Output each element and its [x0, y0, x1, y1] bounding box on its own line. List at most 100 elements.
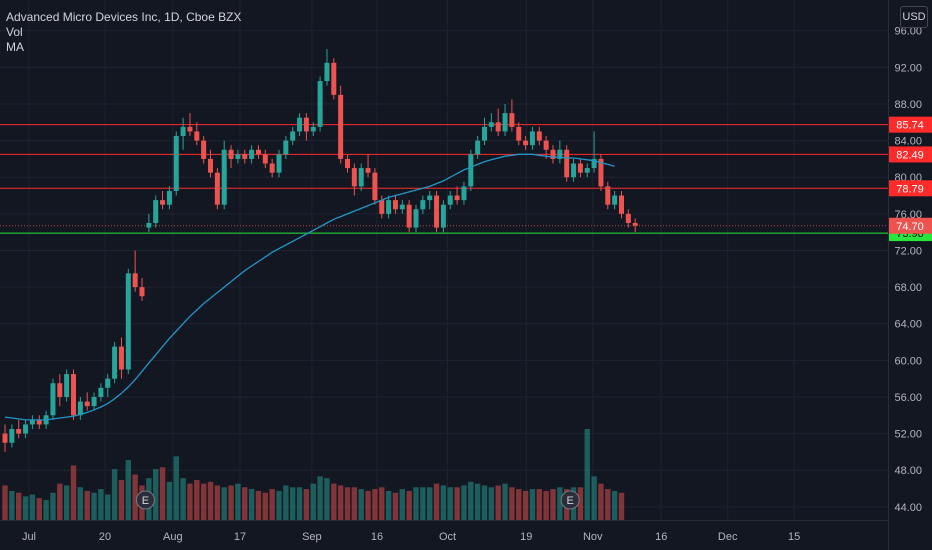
volume-bar [235, 483, 241, 520]
candle-body [249, 149, 255, 159]
candle-body [112, 346, 118, 379]
volume-bar [98, 489, 104, 520]
ma-indicator-label[interactable]: MA [6, 40, 24, 54]
earnings-marker-label: E [566, 495, 573, 507]
volume-bar [166, 481, 173, 520]
volume-bar [317, 476, 323, 520]
candle-body [228, 149, 234, 159]
time-tick-label: 19 [520, 531, 532, 543]
earnings-marker-circle [135, 490, 155, 510]
candle-body [132, 273, 138, 288]
moving-average-line [4, 153, 615, 421]
volume-bar [84, 490, 90, 520]
candle-body [187, 126, 193, 132]
price-tick-label: 44.00 [894, 502, 922, 514]
volume-bar [310, 483, 316, 520]
volume-bar [303, 489, 310, 520]
volume-bar [406, 490, 412, 520]
candle-body [529, 131, 535, 146]
volume-bar [584, 429, 590, 520]
candle-body [543, 140, 549, 150]
candle-body [118, 346, 124, 370]
volume-bar [214, 485, 221, 520]
volume-bar [228, 485, 234, 520]
candle-body [208, 158, 213, 173]
candle-body [2, 433, 8, 443]
candle-body [516, 126, 522, 141]
price-tick-label: 96.00 [894, 26, 922, 38]
candle-body [16, 429, 22, 434]
volume-bar [461, 485, 467, 520]
volume-bar [577, 487, 584, 520]
price-tag-bg [889, 217, 932, 234]
volume-bar [522, 490, 529, 520]
candle-body [358, 168, 364, 187]
candle-body [221, 149, 227, 205]
volume-bar [605, 489, 611, 520]
volume-bar [536, 489, 542, 520]
candle-body [379, 200, 385, 214]
volume-bar [16, 492, 22, 520]
price-tick-label: 56.00 [894, 392, 922, 404]
volume-bar [379, 487, 385, 520]
candle-body [303, 117, 309, 132]
volume-bar [159, 467, 166, 520]
time-axis[interactable]: Jul 20 Aug 17 Sep 16 Oct 19 Nov 16 Dec 15 [22, 531, 800, 543]
price-tag-bg [889, 116, 932, 133]
candle-body [283, 140, 289, 155]
volume-bar [509, 487, 515, 520]
currency-button[interactable]: USD [900, 6, 928, 28]
candle-body [413, 209, 419, 228]
price-tag-bg [889, 180, 932, 197]
candle-body [255, 149, 261, 155]
candle-body [605, 186, 611, 205]
price-tag-label: 74.70 [896, 221, 924, 233]
candle-body [468, 154, 474, 187]
candle-body [84, 401, 90, 407]
volume-bar [399, 489, 405, 520]
earnings-marker-label: E [142, 495, 149, 507]
time-tick-label: 15 [788, 531, 800, 543]
volume-bar [2, 485, 8, 520]
candle-body [557, 149, 563, 159]
price-candles[interactable] [2, 49, 638, 452]
earnings-event-marker: E [135, 490, 155, 510]
price-tick-label: 60.00 [894, 355, 922, 367]
price-axis[interactable]: 44.00 48.00 52.00 56.00 60.00 64.00 68.00 72.00… [894, 26, 922, 514]
candle-body [536, 131, 542, 141]
volume-bar [187, 483, 193, 520]
candle-body [372, 172, 378, 201]
volume-bar [447, 487, 453, 520]
price-tick-label: 88.00 [894, 99, 922, 111]
grid [0, 0, 888, 520]
time-tick-label: Nov [583, 531, 603, 543]
candle-body [399, 204, 405, 210]
volume-bar [427, 487, 433, 520]
candle-body [23, 424, 29, 434]
price-tick-label: 52.00 [894, 429, 922, 441]
candle-body [447, 195, 453, 205]
volume-bar [550, 489, 556, 520]
chart-legend: Advanced Micro Devices Inc, 1D, Cboe BZX… [6, 10, 241, 55]
volume-bar [43, 500, 49, 520]
candle-body [64, 374, 70, 397]
candle-body [392, 200, 398, 210]
candle-body [297, 117, 303, 132]
volume-bar [57, 483, 63, 520]
volume-bar [283, 485, 289, 520]
volume-bar [36, 498, 42, 520]
candle-body [564, 149, 570, 178]
volume-bar [77, 487, 84, 520]
time-tick-label: 16 [655, 531, 667, 543]
candle-body [591, 158, 597, 169]
candle-body [475, 140, 481, 155]
candle-body [91, 396, 97, 407]
candle-body [351, 168, 357, 187]
volume-bar [502, 483, 508, 520]
volume-indicator-label[interactable]: Vol [6, 25, 23, 39]
symbol-title[interactable]: Advanced Micro Devices Inc, 1D, Cboe BZX [6, 10, 242, 24]
candle-body [523, 140, 529, 146]
candle-body [584, 168, 590, 173]
